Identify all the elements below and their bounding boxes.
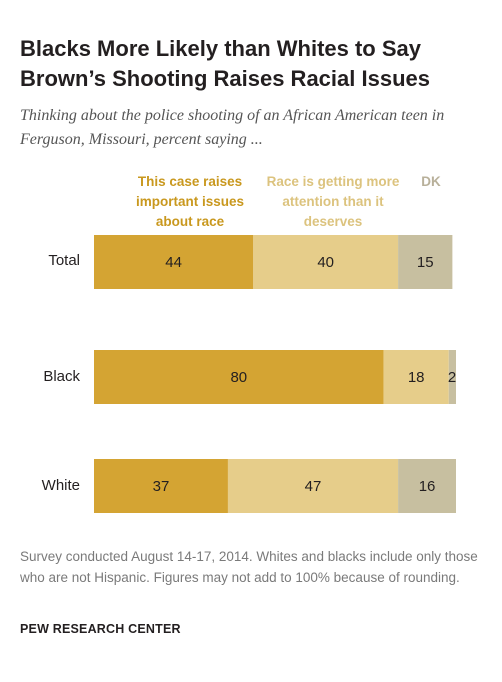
- chart-title: Blacks More Likely than Whites to Say Br…: [20, 36, 430, 91]
- category-label-total: Total: [48, 252, 80, 269]
- data-label-white-more-attention: 47: [305, 478, 322, 495]
- bar-black-more-attention: [383, 350, 449, 404]
- bar-black-dk: [448, 350, 456, 404]
- category-label-black: Black: [43, 368, 80, 385]
- bar-total-dk: [398, 235, 453, 289]
- data-label-total-dk: 15: [417, 254, 434, 271]
- chart-subtitle: Thinking about the police shooting of an…: [20, 107, 445, 148]
- bar-white-dk: [398, 459, 456, 513]
- bar-white-more-attention: [227, 459, 399, 513]
- data-label-black-more-attention: 18: [408, 369, 425, 386]
- category-label-white: White: [41, 477, 80, 494]
- bar-total-more-attention: [253, 235, 399, 289]
- source-label: PEW RESEARCH CENTER: [20, 622, 181, 636]
- legend-entry-more-attention: Race is getting more attention than it d…: [266, 174, 400, 229]
- legend-entry-important-issues: This case raises important issues about …: [135, 174, 245, 229]
- bar-white-important-issues: [94, 459, 228, 513]
- bar-black-important-issues: [94, 350, 384, 404]
- data-label-white-dk: 16: [419, 478, 436, 495]
- data-label-black-important-issues: 80: [230, 369, 247, 386]
- data-label-total-important-issues: 44: [165, 254, 182, 271]
- data-label-white-important-issues: 37: [153, 478, 170, 495]
- data-label-total-more-attention: 40: [317, 254, 334, 271]
- chart-note: Survey conducted August 14-17, 2014. Whi…: [20, 549, 478, 585]
- data-label-black-dk: 2: [448, 369, 456, 386]
- bar-total-important-issues: [94, 235, 254, 289]
- legend-entry-dk: DK: [421, 174, 441, 189]
